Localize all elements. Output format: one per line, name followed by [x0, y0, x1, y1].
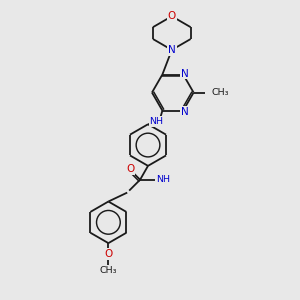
- Text: N: N: [168, 45, 176, 55]
- Text: N: N: [181, 106, 189, 116]
- Text: CH₃: CH₃: [212, 88, 229, 97]
- Text: O: O: [104, 249, 112, 259]
- Text: CH₃: CH₃: [100, 266, 117, 275]
- Text: NH: NH: [149, 117, 164, 126]
- Text: O: O: [126, 164, 134, 174]
- Text: N: N: [181, 68, 189, 79]
- Text: O: O: [168, 11, 176, 21]
- Text: NH: NH: [156, 175, 170, 184]
